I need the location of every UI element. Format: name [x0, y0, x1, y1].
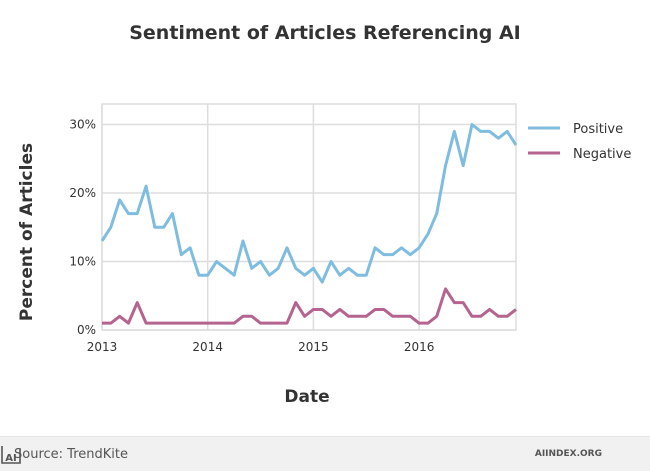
- x-tick-label: 2013: [87, 340, 118, 354]
- aiindex-logo-icon: AI: [0, 443, 22, 465]
- x-tick-label: 2016: [404, 340, 435, 354]
- svg-text:AI: AI: [5, 453, 16, 464]
- series-line-negative: [102, 289, 516, 323]
- y-tick-label: 20%: [69, 186, 96, 200]
- x-tick-label: 2015: [298, 340, 329, 354]
- x-axis-label: Date: [284, 387, 329, 407]
- legend-label-negative: Negative: [573, 147, 631, 162]
- source-label: Source: TrendKite: [14, 447, 128, 462]
- series-line-positive: [102, 125, 516, 283]
- x-tick-label: 2014: [192, 340, 223, 354]
- y-tick-label: 0%: [77, 323, 96, 337]
- y-tick-label: 10%: [69, 255, 96, 269]
- line-chart: 0% 10% 20% 30% 2013 2014 2015 2016 Positive Negat…: [0, 0, 650, 436]
- brand-link[interactable]: AIINDEX.ORG: [535, 449, 602, 459]
- y-axis-label: Percent of Articles: [17, 143, 37, 321]
- footer: Source: TrendKite AIINDEX.ORG AI: [0, 436, 650, 471]
- y-tick-label: 30%: [69, 118, 96, 132]
- legend-label-positive: Positive: [573, 122, 623, 137]
